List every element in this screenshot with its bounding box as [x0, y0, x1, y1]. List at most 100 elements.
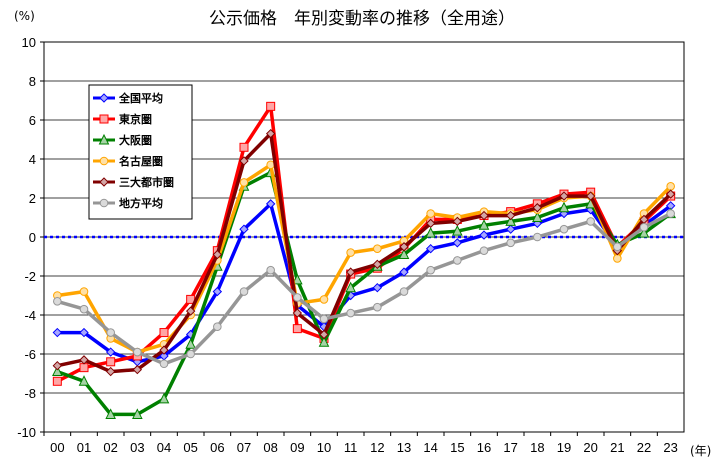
x-tick-label: 13 [397, 440, 411, 455]
data-point [319, 329, 329, 340]
x-tick-label: 11 [344, 440, 358, 455]
data-point [398, 248, 410, 260]
series-5 [52, 128, 676, 377]
data-point [266, 101, 276, 111]
legend-label: 名古屋圏 [119, 154, 163, 168]
data-point [533, 232, 542, 242]
legend-label: 東京圏 [119, 112, 152, 126]
data-point [372, 282, 383, 293]
data-point [346, 248, 355, 257]
data-point [532, 211, 543, 222]
series-line [56, 170, 672, 417]
data-point [105, 408, 116, 419]
data-point [638, 226, 650, 238]
data-point [265, 199, 276, 209]
x-tick-label: 23 [663, 440, 677, 455]
legend-label: 三大都市圏 [119, 175, 174, 189]
data-point [212, 249, 223, 260]
data-point [666, 182, 675, 191]
data-point [132, 364, 143, 375]
x-tick-label: 21 [610, 440, 624, 455]
data-point [159, 328, 169, 338]
x-tick-label: 05 [183, 440, 197, 455]
x-tick-label: 00 [50, 440, 64, 455]
legend-item: 東京圏 [93, 112, 152, 126]
y-tick-label: -6 [24, 347, 36, 362]
legend-item: 名古屋圏 [93, 154, 163, 168]
legend-box [88, 84, 193, 220]
data-point [185, 338, 196, 349]
legend-item: 地方平均 [93, 196, 163, 210]
data-point [452, 238, 463, 248]
data-point [425, 218, 436, 229]
data-point [79, 355, 89, 365]
data-point [132, 408, 143, 419]
data-point [52, 360, 63, 371]
legend-item: 三大都市圏 [93, 175, 174, 189]
data-point [158, 392, 170, 404]
data-point [373, 244, 382, 253]
data-point [159, 345, 169, 355]
data-point [666, 209, 675, 218]
data-point [79, 327, 89, 338]
data-point [212, 286, 223, 297]
data-point [133, 347, 142, 357]
data-point [319, 314, 329, 324]
y-tick-label: -8 [24, 386, 36, 401]
data-point [453, 256, 462, 265]
legend-label: 地方平均 [119, 196, 163, 210]
data-point [479, 246, 489, 255]
x-tick-label: 04 [157, 440, 171, 455]
data-point [479, 230, 489, 240]
series-6 [53, 209, 675, 369]
legend-marker [99, 114, 109, 124]
y-tick-label: -4 [24, 308, 36, 323]
data-point [425, 226, 436, 238]
y-axis-ticks: 10 8 6 4 2 0 -2 -4 -6 -8 -10 [17, 35, 44, 440]
data-point [319, 295, 329, 304]
data-point [266, 265, 275, 275]
data-point [239, 224, 249, 234]
data-point [426, 265, 435, 275]
data-point [345, 267, 356, 277]
x-tick-label: 12 [370, 440, 384, 455]
data-point [586, 217, 595, 226]
data-point [239, 156, 249, 166]
data-point [52, 376, 62, 386]
data-point [78, 375, 90, 386]
data-point [159, 359, 169, 369]
y-tick-label: -10 [17, 425, 36, 440]
y-tick-label: 4 [29, 152, 36, 167]
data-point [186, 349, 195, 359]
data-point [265, 128, 276, 139]
x-tick-label: 03 [130, 440, 144, 455]
chart-title: 公示価格 年別変動率の推移（全用途） [209, 9, 515, 29]
y-axis-unit: (%) [14, 9, 35, 23]
data-point [506, 238, 515, 248]
data-point [505, 215, 516, 226]
data-point [293, 293, 302, 302]
x-tick-label: 18 [530, 440, 544, 455]
data-point [505, 224, 516, 234]
data-point [505, 210, 516, 221]
x-tick-label: 16 [477, 440, 491, 455]
legend-item: 全国平均 [93, 91, 163, 105]
data-point [239, 178, 249, 187]
legend-marker [99, 156, 109, 166]
series-line [57, 202, 672, 364]
y-tick-label: 2 [29, 191, 36, 206]
x-tick-label: 14 [423, 440, 437, 455]
legend-marker [99, 93, 109, 103]
data-point [532, 203, 543, 213]
data-point [373, 302, 382, 312]
data-point [399, 267, 409, 277]
data-point [213, 322, 222, 332]
data-point [79, 287, 89, 296]
y-tick-label: 0 [29, 230, 36, 245]
data-point [79, 304, 89, 314]
series-line [56, 212, 672, 366]
x-axis-unit: (年) [690, 444, 711, 458]
data-point [239, 142, 249, 152]
x-tick-label: 17 [503, 440, 517, 455]
